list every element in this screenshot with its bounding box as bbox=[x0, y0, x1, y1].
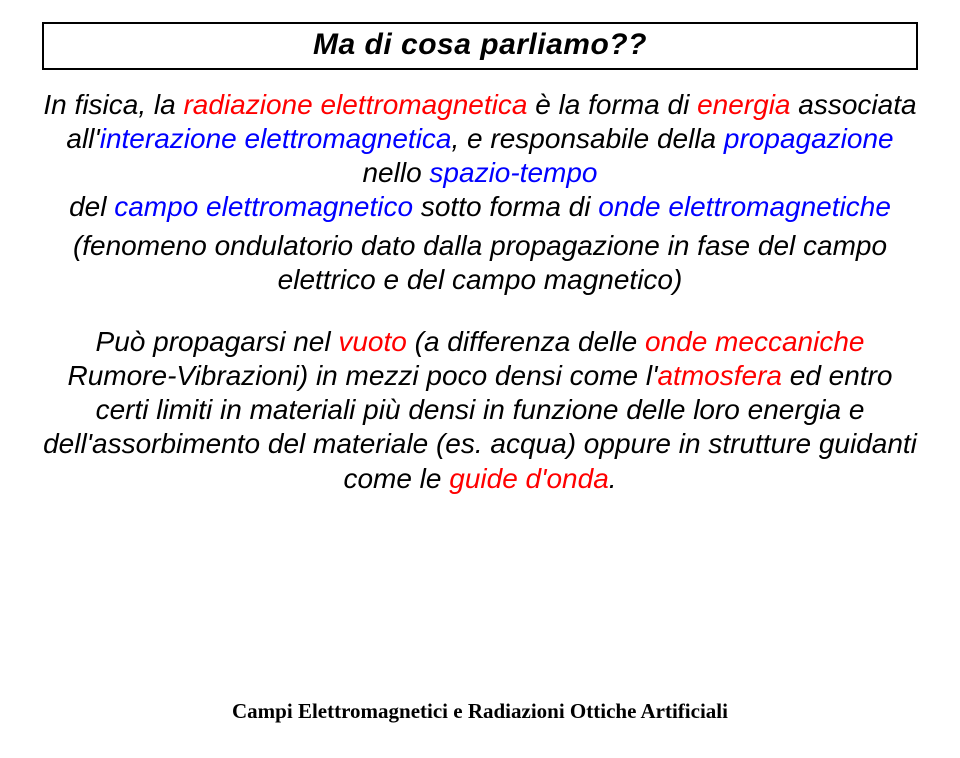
text-run: . bbox=[609, 463, 617, 494]
text-run: è la forma di bbox=[527, 89, 697, 120]
text-run-red: guide d'onda bbox=[449, 463, 609, 494]
text-run-red: onde meccaniche bbox=[645, 326, 864, 357]
text-run: (a differenza delle bbox=[407, 326, 645, 357]
slide-page: Ma di cosa parliamo?? In fisica, la radi… bbox=[0, 0, 960, 496]
text-run-red: radiazione elettromagnetica bbox=[183, 89, 527, 120]
text-run: del bbox=[69, 191, 114, 222]
paragraph-2: Può propagarsi nel vuoto (a differenza d… bbox=[42, 325, 918, 496]
text-run-red: vuoto bbox=[338, 326, 407, 357]
text-run: , e responsabile della bbox=[452, 123, 724, 154]
text-run-blue: propagazione bbox=[724, 123, 894, 154]
text-run-blue: onde elettromagnetiche bbox=[598, 191, 891, 222]
paragraph-1: In fisica, la radiazione elettromagnetic… bbox=[42, 88, 918, 225]
text-run-blue: spazio-tempo bbox=[429, 157, 597, 188]
text-run: Rumore-Vibrazioni) in mezzi poco densi c… bbox=[68, 360, 658, 391]
text-run: In fisica, la bbox=[43, 89, 183, 120]
text-run-red: atmosfera bbox=[657, 360, 782, 391]
text-run: nello bbox=[362, 157, 429, 188]
title-box: Ma di cosa parliamo?? bbox=[42, 22, 918, 70]
text-run-blue: interazione elettromagnetica bbox=[100, 123, 452, 154]
slide-footer: Campi Elettromagnetici e Radiazioni Otti… bbox=[0, 699, 960, 724]
text-run-red: energia bbox=[697, 89, 790, 120]
text-run: sotto forma di bbox=[413, 191, 598, 222]
text-run: Può propagarsi nel bbox=[96, 326, 339, 357]
text-run-blue: campo elettromagnetico bbox=[114, 191, 413, 222]
subnote: (fenomeno ondulatorio dato dalla propaga… bbox=[42, 229, 918, 297]
slide-title: Ma di cosa parliamo?? bbox=[44, 28, 916, 62]
